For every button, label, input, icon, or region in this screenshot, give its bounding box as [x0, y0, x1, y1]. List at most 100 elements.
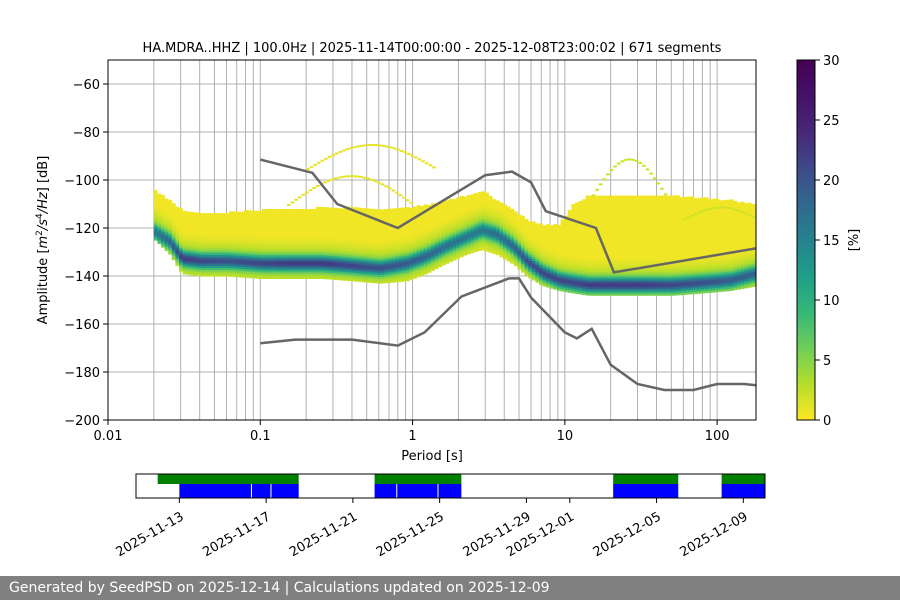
heatmap-cell: [287, 245, 291, 249]
heatmap-cell: [524, 242, 529, 246]
heatmap-cell: [434, 231, 439, 235]
heatmap-cell: [488, 204, 493, 208]
heatmap-cell: [344, 228, 349, 232]
heatmap-cell: [420, 214, 425, 218]
heatmap-cell: [423, 204, 428, 208]
heatmap-cell: [560, 273, 565, 277]
heatmap-cell: [351, 243, 356, 247]
heatmap-cell: [531, 245, 536, 249]
heatmap-cell: [431, 265, 435, 269]
heatmap-cell: [654, 208, 659, 212]
heatmap-cell: [639, 249, 644, 253]
heatmap-cell: [204, 267, 209, 271]
heatmap-cell: [197, 230, 201, 234]
heatmap-cell: [495, 211, 500, 215]
heatmap-cell: [157, 236, 162, 240]
heatmap-cell: [297, 254, 302, 258]
heatmap-cell: [589, 215, 594, 218]
heatmap-cell: [449, 241, 453, 245]
heatmap-cell: [427, 211, 432, 215]
heatmap-cell: [661, 197, 666, 201]
heatmap-cell: [355, 244, 360, 248]
heatmap-cell: [269, 224, 273, 228]
heatmap-cell: [564, 226, 569, 230]
heatmap-cell: [305, 245, 309, 249]
heatmap-cell: [683, 246, 687, 250]
heatmap-cell: [549, 244, 554, 248]
heatmap-cell: [348, 237, 353, 241]
heatmap-cell: [413, 254, 417, 257]
heatmap-cell: [265, 256, 270, 260]
heatmap-cell: [308, 243, 313, 247]
heatmap-cell: [269, 211, 273, 215]
heatmap-cell: [553, 269, 558, 273]
heatmap-cell: [247, 275, 252, 279]
heatmap-cell: [323, 248, 327, 252]
heatmap-cell: [542, 272, 547, 276]
heatmap-cell: [546, 252, 551, 256]
heatmap-cell: [661, 253, 666, 257]
heatmap-cell: [434, 264, 439, 267]
heatmap-cell: [315, 211, 320, 215]
heatmap-cell: [380, 235, 385, 239]
heatmap-cell: [434, 248, 439, 252]
heatmap-cell: [225, 243, 230, 247]
heatmap-cell: [571, 268, 576, 272]
heatmap-cell: [276, 263, 281, 266]
heatmap-cell: [571, 273, 576, 277]
heatmap-cell: [632, 256, 637, 260]
heatmap-cell: [675, 238, 680, 242]
heatmap-cell: [168, 247, 173, 251]
heatmap-cell: [578, 200, 583, 204]
heatmap-cell: [657, 195, 662, 199]
heatmap-cell: [585, 217, 590, 220]
heatmap-cell: [524, 257, 529, 261]
heatmap-cell: [589, 221, 594, 225]
heatmap-cell: [330, 268, 335, 272]
heatmap-cell: [258, 260, 263, 264]
heatmap-cell: [621, 247, 626, 251]
heatmap-cell: [254, 267, 259, 270]
heatmap-cell: [632, 217, 637, 221]
heatmap-cell: [438, 262, 443, 266]
heatmap-cell: [308, 213, 313, 217]
heatmap-cell: [506, 236, 511, 240]
heatmap-cell: [215, 226, 219, 230]
heatmap-cell: [672, 256, 677, 259]
heatmap-cell: [510, 236, 515, 240]
heatmap-cell: [672, 225, 677, 229]
heatmap-cell: [488, 236, 493, 240]
heatmap-cell: [488, 247, 493, 251]
heatmap-cell: [488, 249, 493, 253]
heatmap-cell: [276, 232, 281, 236]
heatmap-cell: [589, 217, 594, 221]
heatmap-cell: [521, 239, 525, 243]
heatmap-cell: [164, 226, 169, 230]
heatmap-cell: [474, 205, 479, 209]
heatmap-cell: [305, 239, 309, 243]
heatmap-cell: [153, 226, 158, 230]
heatmap-cell: [683, 272, 687, 276]
heatmap-cell: [593, 247, 597, 251]
heatmap-cell: [265, 273, 270, 277]
heatmap-cell: [513, 222, 518, 226]
heatmap-cell: [413, 210, 417, 214]
heatmap-cell: [575, 284, 579, 288]
heatmap-cell: [179, 212, 183, 216]
heatmap-cell: [362, 229, 367, 233]
heatmap-cell: [197, 273, 201, 277]
heatmap-cell: [215, 221, 219, 225]
heatmap-cell: [445, 217, 450, 221]
heatmap-cell: [560, 253, 565, 257]
heatmap-cell: [290, 254, 295, 258]
heatmap-cell: [636, 292, 641, 296]
heatmap-cell: [409, 225, 414, 229]
heatmap-cell: [589, 204, 594, 208]
heatmap-cell: [661, 234, 666, 238]
heatmap-cell: [675, 197, 680, 201]
heatmap-cell: [384, 219, 389, 223]
heatmap-cell: [521, 252, 525, 256]
heatmap-cell: [513, 226, 518, 230]
heatmap-cell: [593, 210, 597, 214]
heatmap-cell: [679, 281, 684, 285]
